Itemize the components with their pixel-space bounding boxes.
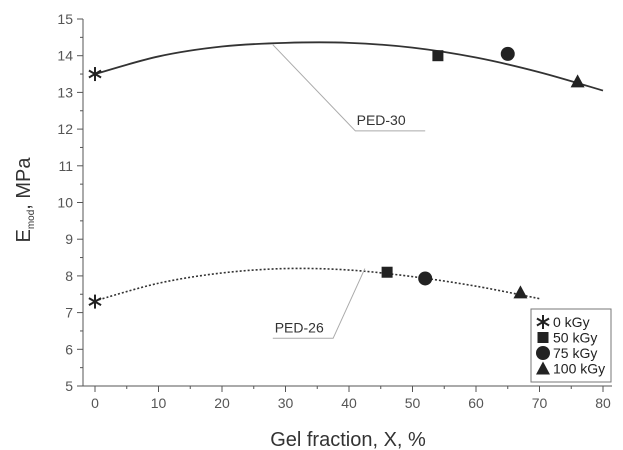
y-tick-label: 13 [57, 84, 73, 100]
y-axis-label: Emod, MPa [13, 157, 37, 243]
square-marker [381, 266, 393, 278]
fit-curve-0 [94, 41, 604, 92]
x-tick-label: 80 [595, 395, 611, 411]
star-marker [88, 294, 102, 309]
x-tick-label: 60 [468, 395, 484, 411]
triangle-marker [536, 361, 550, 375]
triangle-marker [570, 74, 585, 88]
x-tick-label: 70 [532, 395, 548, 411]
x-tick-label: 10 [151, 395, 167, 411]
annotations: PED-30 PED-26 [272, 44, 426, 339]
y-tick-label: 8 [65, 268, 73, 284]
star-stroke [88, 297, 102, 306]
legend-label: 0 kGy [553, 314, 590, 330]
circle-marker [536, 346, 550, 360]
y-tick-label: 15 [57, 11, 73, 27]
y-tick-label: 14 [57, 48, 73, 64]
star-marker [536, 315, 550, 329]
ped30-label: PED-30 [357, 112, 406, 128]
legend-label: 50 kGy [553, 330, 597, 346]
x-tick-label: 50 [405, 395, 421, 411]
fit-curve-1 [94, 267, 540, 302]
circle-marker [418, 271, 433, 286]
triangle-marker [513, 285, 528, 299]
ped26-label: PED-26 [275, 319, 324, 335]
star-stroke [88, 69, 102, 79]
square-marker [432, 50, 444, 62]
y-tick-label: 9 [65, 231, 73, 247]
circle-marker [500, 46, 515, 61]
x-tick-label: 20 [214, 395, 230, 411]
y-tick-label: 7 [65, 305, 73, 321]
star-stroke [536, 317, 550, 327]
legend-label: 75 kGy [553, 345, 597, 361]
y-tick-label: 6 [65, 341, 73, 357]
y-tick-label: 12 [57, 121, 73, 137]
y-axis-label-rest: , MPa [13, 157, 35, 210]
legend-label: 100 kGy [553, 361, 605, 377]
y-tick-label: 11 [58, 158, 73, 174]
x-axis-label: Gel fraction, X, % [270, 429, 426, 450]
y-tick-label: 5 [65, 378, 73, 394]
ped30-leader [272, 44, 426, 132]
x-tick-label: 0 [91, 395, 99, 411]
x-tick-label: 40 [341, 395, 357, 411]
y-axis-label-main: E [13, 229, 35, 242]
axes: 5 6 7 8 9 10 11 12 13 14 15 0 10 20 30 40 50 60 70 80 [57, 11, 612, 411]
x-tick-label: 30 [278, 395, 294, 411]
y-tick-label: 10 [57, 195, 73, 211]
star-marker [88, 67, 102, 82]
ped26-leader [272, 268, 366, 339]
fit-curves [94, 41, 604, 302]
y-axis-label-sub: mod [26, 210, 37, 229]
square-marker [537, 332, 549, 343]
data-points [88, 46, 585, 309]
